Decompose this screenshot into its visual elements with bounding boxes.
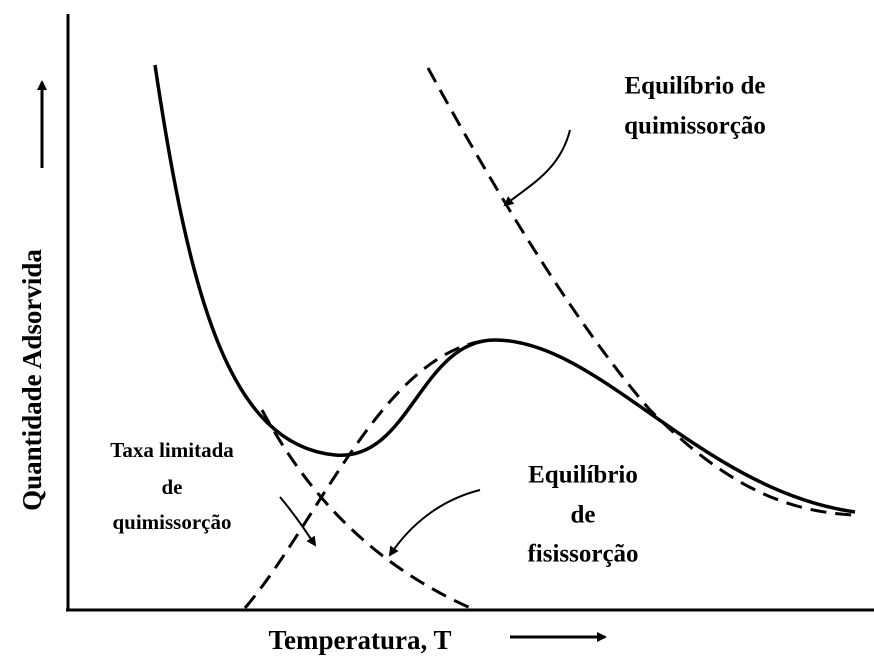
annotation-line: Taxa limitada [110,438,234,462]
annotation-line: quimissorção [624,113,766,140]
pointer-arrow [388,489,481,557]
annotation-line: Equilíbrio de [624,73,765,100]
x-axis-label: Temperatura, T [268,625,451,655]
chemisorption-rate-curve [243,338,491,609]
physisorption-curve [260,409,476,612]
annotation-line: fisissorção [527,541,638,568]
annotation-line: de [162,475,183,499]
annotation-line: quimissorção [112,510,231,534]
annotation-line: Equilíbrio [528,462,638,489]
pointer-arrow [503,129,571,207]
y-axis-label: Quantidade Adsorvida [17,249,47,511]
pointer-arrow [279,496,317,547]
annotation-line: de [571,502,596,529]
chemisorption-equilibrium-curve [426,67,856,517]
